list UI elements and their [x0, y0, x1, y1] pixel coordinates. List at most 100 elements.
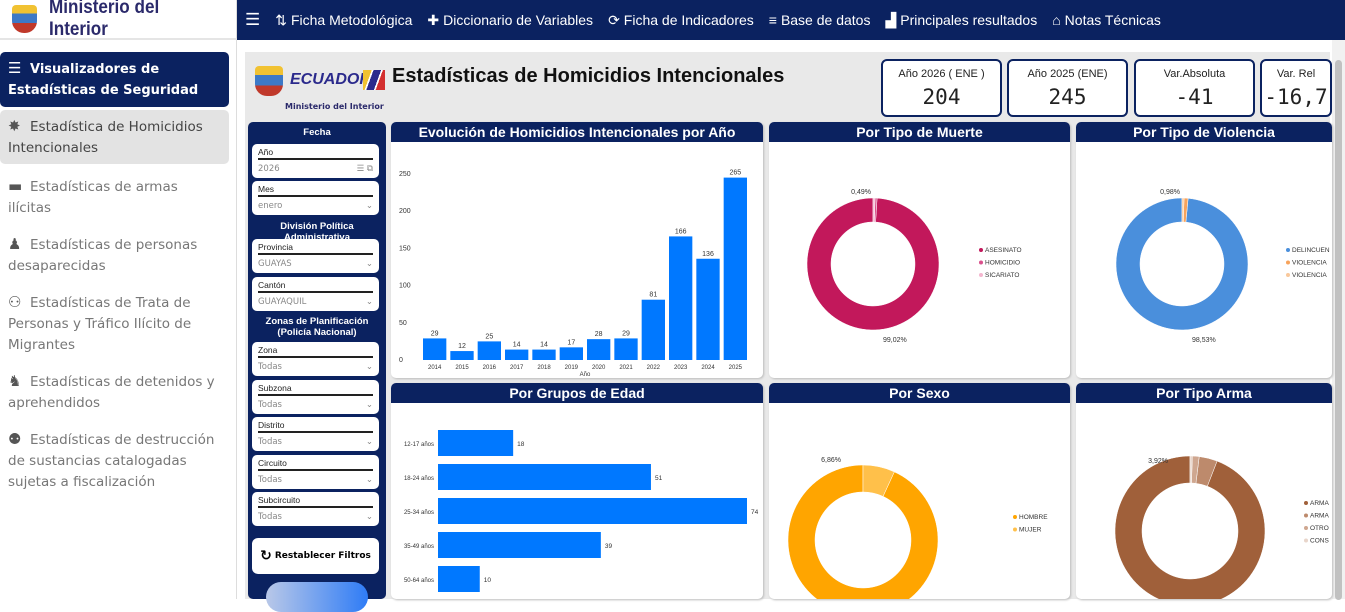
- bar[interactable]: [696, 258, 720, 360]
- legend-item[interactable]: MUJER: [1019, 527, 1042, 534]
- explosion-icon: ✸: [8, 117, 21, 135]
- slicer-mes[interactable]: Mes enero ⌄: [252, 181, 379, 215]
- chevron-down-icon[interactable]: ⌄: [365, 475, 373, 485]
- data-label: 29: [431, 330, 439, 337]
- legend-item[interactable]: VIOLENCIA: [1292, 260, 1327, 267]
- bar[interactable]: [505, 349, 529, 360]
- x-tick-label: 2017: [510, 365, 524, 371]
- legend-item[interactable]: ARMA: [1310, 500, 1329, 507]
- data-label: 3,92%: [1148, 458, 1168, 465]
- chevron-down-icon[interactable]: ⌄: [365, 400, 373, 410]
- slicer-cantón[interactable]: Cantón GUAYAQUIL ⌄: [252, 277, 379, 311]
- bar[interactable]: [641, 299, 665, 360]
- slicer-subcircuito[interactable]: Subcircuito Todas ⌄: [252, 492, 379, 526]
- slicer-zona[interactable]: Zona Todas ⌄: [252, 342, 379, 376]
- sidebar-item[interactable]: ♟ Estadísticas de personas desaparecidas: [0, 228, 229, 274]
- sidebar-item-label: Estadísticas de detenidos y aprehendidos: [8, 374, 215, 411]
- bar[interactable]: [559, 347, 583, 360]
- legend-item[interactable]: OTRO: [1310, 525, 1329, 532]
- bar[interactable]: [532, 349, 556, 360]
- chevron-down-icon[interactable]: ⌄: [365, 201, 373, 211]
- x-tick-label: 2021: [619, 365, 633, 371]
- report-logo: ECUADOR Ministerio del Interior: [253, 64, 388, 114]
- pie-slice[interactable]: [1189, 455, 1193, 484]
- pie-slice[interactable]: [1115, 197, 1249, 331]
- bar[interactable]: [587, 339, 611, 360]
- scrollbar[interactable]: [1332, 40, 1345, 600]
- x-tick-label: 2015: [455, 365, 469, 371]
- data-label: 39: [605, 543, 613, 550]
- data-label: 166: [675, 228, 687, 235]
- map-button[interactable]: [266, 582, 368, 612]
- nav-icon: ⟳: [608, 11, 620, 28]
- nav-item[interactable]: ▟ Principales resultados: [885, 12, 1037, 29]
- legend-item[interactable]: ARMA: [1310, 513, 1329, 520]
- fecha-heading: Fecha: [303, 127, 331, 138]
- legend-item[interactable]: CONS: [1310, 538, 1329, 545]
- kpi-card: Año 2026 ( ENE ) 204: [881, 59, 1002, 117]
- kpi-card: Var.Absoluta -41: [1134, 59, 1255, 117]
- y-tick-label: 18-24 años: [404, 476, 434, 482]
- bar[interactable]: [438, 498, 747, 524]
- bar[interactable]: [450, 351, 474, 360]
- nav-item[interactable]: ⇅ Ficha Metodológica: [275, 12, 412, 29]
- nav-item[interactable]: ⟳ Ficha de Indicadores: [608, 12, 754, 29]
- chart-title: Por Tipo de Muerte: [769, 122, 1070, 142]
- reset-filters-button[interactable]: ↻ Restablecer Filtros: [252, 538, 379, 574]
- nav-item[interactable]: ≡ Base de datos: [769, 12, 871, 29]
- data-label: 98,53%: [1192, 337, 1216, 344]
- kpi-value: -41: [1175, 85, 1214, 109]
- chevron-down-icon[interactable]: ⌄: [365, 512, 373, 522]
- report-title: Estadísticas de Homicidios Intencionales: [392, 65, 785, 87]
- pie-slice[interactable]: [862, 464, 895, 497]
- slicer-circuito[interactable]: Circuito Todas ⌄: [252, 455, 379, 489]
- sidebar-item[interactable]: ♞ Estadísticas de detenidos y aprehendido…: [0, 365, 229, 411]
- pie-slice[interactable]: [806, 197, 940, 331]
- nav-item[interactable]: ✚ Diccionario de Variables: [427, 12, 593, 29]
- bar[interactable]: [438, 464, 651, 490]
- data-label: 12: [458, 343, 466, 350]
- brand[interactable]: Ministerio del Interior: [0, 0, 237, 40]
- chevron-down-icon[interactable]: ⌄: [365, 362, 373, 372]
- bar[interactable]: [438, 430, 514, 456]
- chevron-down-icon[interactable]: ⌄: [365, 437, 373, 447]
- bar[interactable]: [438, 532, 601, 558]
- legend-item[interactable]: HOMBRE: [1019, 514, 1048, 521]
- pie-slice[interactable]: [872, 197, 876, 223]
- slicer-año[interactable]: Año 2026 ☰ ⧉: [252, 144, 379, 178]
- slicer-distrito[interactable]: Distrito Todas ⌄: [252, 417, 379, 451]
- data-label: 14: [513, 342, 521, 349]
- pie-slice[interactable]: [1114, 455, 1266, 599]
- bar[interactable]: [723, 177, 747, 360]
- sidebar-item[interactable]: ☰ Visualizadores de Estadísticas de Segur…: [0, 52, 229, 107]
- legend-marker: [979, 273, 983, 277]
- sidebar-item[interactable]: ▬ Estadísticas de armas ilícitas: [0, 170, 229, 216]
- bar[interactable]: [614, 338, 638, 360]
- sidebar-item[interactable]: ⚇ Estadísticas de Trata de Personas y Trá…: [0, 286, 229, 353]
- legend-item[interactable]: SICARIATO: [985, 272, 1019, 279]
- bar[interactable]: [423, 338, 447, 360]
- legend-item[interactable]: HOMICIDIO: [985, 260, 1020, 267]
- bar[interactable]: [438, 566, 480, 592]
- nav-item[interactable]: ⌂ Notas Técnicas: [1052, 12, 1161, 29]
- slicer-value: Todas: [258, 400, 282, 410]
- pie-slice[interactable]: [1181, 197, 1185, 223]
- bar[interactable]: [477, 341, 501, 360]
- logo-wordmark: ECUADOR: [290, 71, 371, 88]
- legend-item[interactable]: VIOLENCIA: [1292, 272, 1327, 279]
- chart-card: Por Tipo Arma 3,92% ARMA ARMA OTRO CONS: [1076, 383, 1332, 599]
- sidebar-item[interactable]: ✸ Estadística de Homicidios Intencionales: [0, 110, 229, 164]
- slicer-subzona[interactable]: Subzona Todas ⌄: [252, 380, 379, 414]
- hamburger-menu-icon[interactable]: ☰: [245, 10, 261, 29]
- slicer-provincia[interactable]: Provincia GUAYAS ⌄: [252, 239, 379, 273]
- legend-item[interactable]: DELINCUEN: [1292, 247, 1330, 254]
- chart-title: Por Sexo: [769, 383, 1070, 403]
- y-tick-label: 0: [399, 357, 403, 364]
- chevron-down-icon[interactable]: ⌄: [365, 259, 373, 269]
- chevron-down-icon[interactable]: ⌄: [365, 297, 373, 307]
- filter-icon[interactable]: ☰ ⧉: [356, 164, 373, 174]
- sidebar-item[interactable]: ⚉ Estadísticas de destrucción de sustanci…: [0, 423, 229, 493]
- legend-item[interactable]: ASESINATO: [985, 247, 1022, 254]
- pie-slice[interactable]: [787, 464, 939, 599]
- bar[interactable]: [669, 236, 693, 360]
